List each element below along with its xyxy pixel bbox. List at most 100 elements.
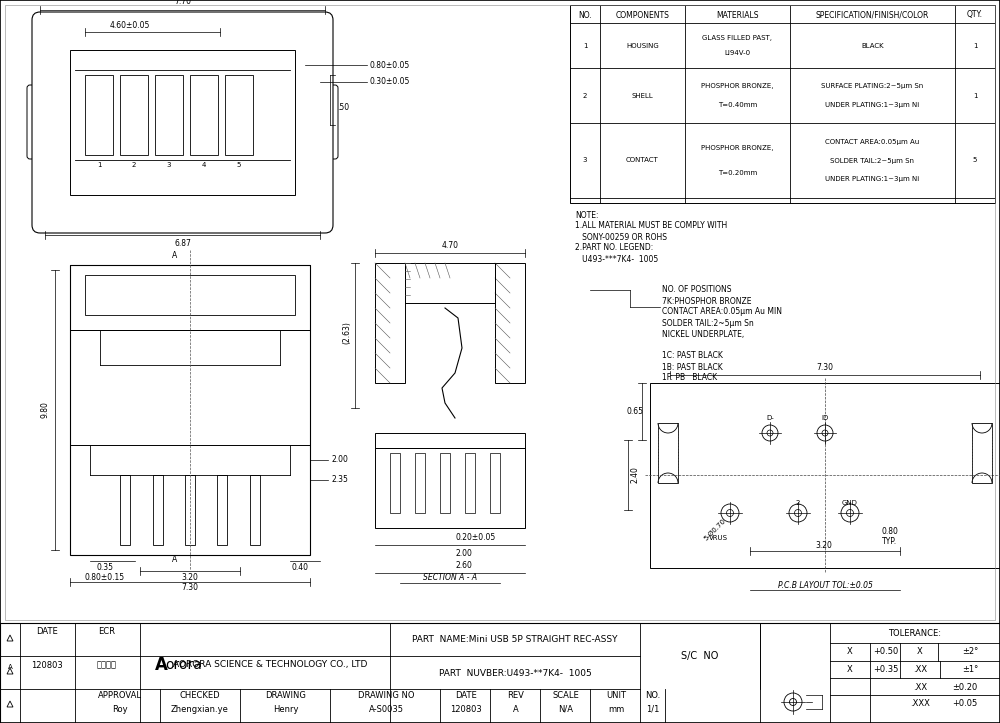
Text: PHOSPHOR BRONZE,: PHOSPHOR BRONZE, — [701, 83, 774, 90]
Text: Henry: Henry — [273, 704, 299, 714]
Text: MATERIALS: MATERIALS — [716, 11, 759, 20]
Text: 0.20±0.05: 0.20±0.05 — [455, 534, 495, 542]
Bar — [0, 623, 1000, 723]
Bar — [658, 423, 678, 483]
Text: AORORA SCIENCE & TECHNOLOGY CO., LTD: AORORA SCIENCE & TECHNOLOGY CO., LTD — [173, 661, 367, 669]
Text: .XX: .XX — [913, 683, 927, 691]
Text: REV: REV — [508, 690, 524, 699]
Text: SHELL: SHELL — [632, 93, 653, 98]
Text: 2.35: 2.35 — [332, 476, 349, 484]
Bar — [250, 475, 260, 545]
Text: PART  NAME:Mini USB 5P STRAIGHT REC-ASSY: PART NAME:Mini USB 5P STRAIGHT REC-ASSY — [412, 636, 618, 644]
Text: mm: mm — [608, 704, 624, 714]
Text: GLASS FILLED PAST,: GLASS FILLED PAST, — [702, 35, 772, 41]
Bar — [185, 475, 195, 545]
Bar — [70, 265, 310, 330]
Text: 4: 4 — [202, 162, 206, 168]
Bar — [190, 75, 218, 155]
Text: 2: 2 — [583, 93, 587, 98]
Bar — [120, 75, 148, 155]
Bar — [465, 453, 475, 513]
Text: VRUS: VRUS — [708, 535, 728, 541]
Text: A-S0035: A-S0035 — [368, 704, 404, 714]
Text: 3.20: 3.20 — [182, 573, 198, 581]
Text: 2.00: 2.00 — [455, 549, 472, 557]
Bar — [375, 448, 525, 528]
Bar — [225, 75, 253, 155]
Text: 120803: 120803 — [450, 704, 482, 714]
Text: 3.20: 3.20 — [816, 541, 832, 549]
Bar — [972, 423, 992, 483]
Text: 1C: PAST BLACK: 1C: PAST BLACK — [662, 351, 723, 361]
Text: NO. OF POSITIONS: NO. OF POSITIONS — [662, 286, 732, 294]
Text: 0.80±0.05: 0.80±0.05 — [370, 61, 410, 69]
Bar — [650, 383, 1000, 568]
Text: .50: .50 — [337, 103, 349, 112]
Text: TYP.: TYP. — [882, 536, 898, 545]
Text: 1: 1 — [97, 162, 101, 168]
Text: 1: 1 — [973, 43, 977, 48]
Text: DRAWING: DRAWING — [266, 690, 306, 699]
Text: N/A: N/A — [558, 704, 574, 714]
Text: 5-Ø0.70: 5-Ø0.70 — [703, 518, 727, 542]
Text: S/C  NO: S/C NO — [681, 651, 719, 661]
Text: SOLDER TAIL:2~5μm Sn: SOLDER TAIL:2~5μm Sn — [662, 319, 754, 328]
Text: 2.40: 2.40 — [631, 466, 640, 484]
Bar — [375, 263, 405, 383]
Text: T=0.40mm: T=0.40mm — [718, 102, 757, 108]
Text: X: X — [917, 648, 923, 656]
Bar — [440, 453, 450, 513]
Text: UNIT: UNIT — [606, 690, 626, 699]
Text: DRAWING NO: DRAWING NO — [358, 690, 414, 699]
Text: BLACK: BLACK — [861, 43, 884, 48]
Text: 2.60: 2.60 — [455, 562, 472, 570]
Text: Zhengxian.ye: Zhengxian.ye — [171, 704, 229, 714]
Text: 7.30: 7.30 — [182, 583, 198, 593]
Text: TOLERANCE:: TOLERANCE: — [889, 628, 942, 638]
Text: SURFACE PLATING:2~5μm Sn: SURFACE PLATING:2~5μm Sn — [821, 83, 924, 90]
Text: +0.35: +0.35 — [873, 665, 899, 675]
Text: SONY-00259 OR ROHS: SONY-00259 OR ROHS — [575, 233, 667, 241]
Text: 1B: PAST BLACK: 1B: PAST BLACK — [662, 362, 723, 372]
Text: A: A — [513, 704, 519, 714]
Text: NICKEL UNDERPLATE,: NICKEL UNDERPLATE, — [662, 330, 744, 338]
Bar — [490, 453, 500, 513]
Text: SPECIFICATION/FINISH/COLOR: SPECIFICATION/FINISH/COLOR — [816, 11, 929, 20]
Text: HOUSING: HOUSING — [626, 43, 659, 48]
Text: U493-***7K4-  1005: U493-***7K4- 1005 — [575, 254, 658, 263]
Text: 0.80±0.15: 0.80±0.15 — [85, 573, 125, 581]
Text: 3: 3 — [583, 158, 587, 163]
Bar — [405, 263, 495, 303]
Bar — [70, 50, 295, 195]
Text: A: A — [155, 656, 168, 674]
Text: 1F: PB   BLACK: 1F: PB BLACK — [662, 374, 717, 382]
Text: 0.30±0.05: 0.30±0.05 — [370, 77, 410, 87]
Text: SOLDER TAIL:2~5μm Sn: SOLDER TAIL:2~5μm Sn — [830, 158, 914, 163]
Text: Roy: Roy — [112, 704, 128, 714]
Text: (2.63): (2.63) — [342, 322, 352, 344]
FancyBboxPatch shape — [27, 85, 55, 159]
Text: NOTE:: NOTE: — [575, 210, 598, 220]
Bar — [153, 475, 163, 545]
Text: UNDER PLATING:1~3μm Ni: UNDER PLATING:1~3μm Ni — [825, 102, 920, 108]
Bar — [120, 475, 130, 545]
Bar — [570, 5, 995, 203]
Text: .XXX: .XXX — [910, 699, 930, 709]
Text: SCALE: SCALE — [553, 690, 579, 699]
Bar — [495, 263, 525, 383]
Text: 1: 1 — [973, 93, 977, 98]
Text: 4.60±0.05: 4.60±0.05 — [110, 20, 150, 30]
Text: .XX: .XX — [913, 665, 927, 675]
Text: ID: ID — [821, 415, 829, 421]
Text: 7K:PHOSPHOR BRONZE: 7K:PHOSPHOR BRONZE — [662, 296, 752, 306]
Text: APPROVAL: APPROVAL — [98, 690, 142, 699]
Bar — [5, 5, 995, 620]
Text: ECR: ECR — [98, 627, 116, 636]
FancyBboxPatch shape — [310, 85, 338, 159]
Bar — [70, 265, 310, 555]
Text: 2: 2 — [796, 500, 800, 506]
Text: 1: 1 — [583, 43, 587, 48]
Text: DATE: DATE — [36, 627, 58, 636]
Text: CONTACT AREA:0.05μm Au: CONTACT AREA:0.05μm Au — [825, 139, 920, 145]
Text: A: A — [8, 664, 12, 670]
